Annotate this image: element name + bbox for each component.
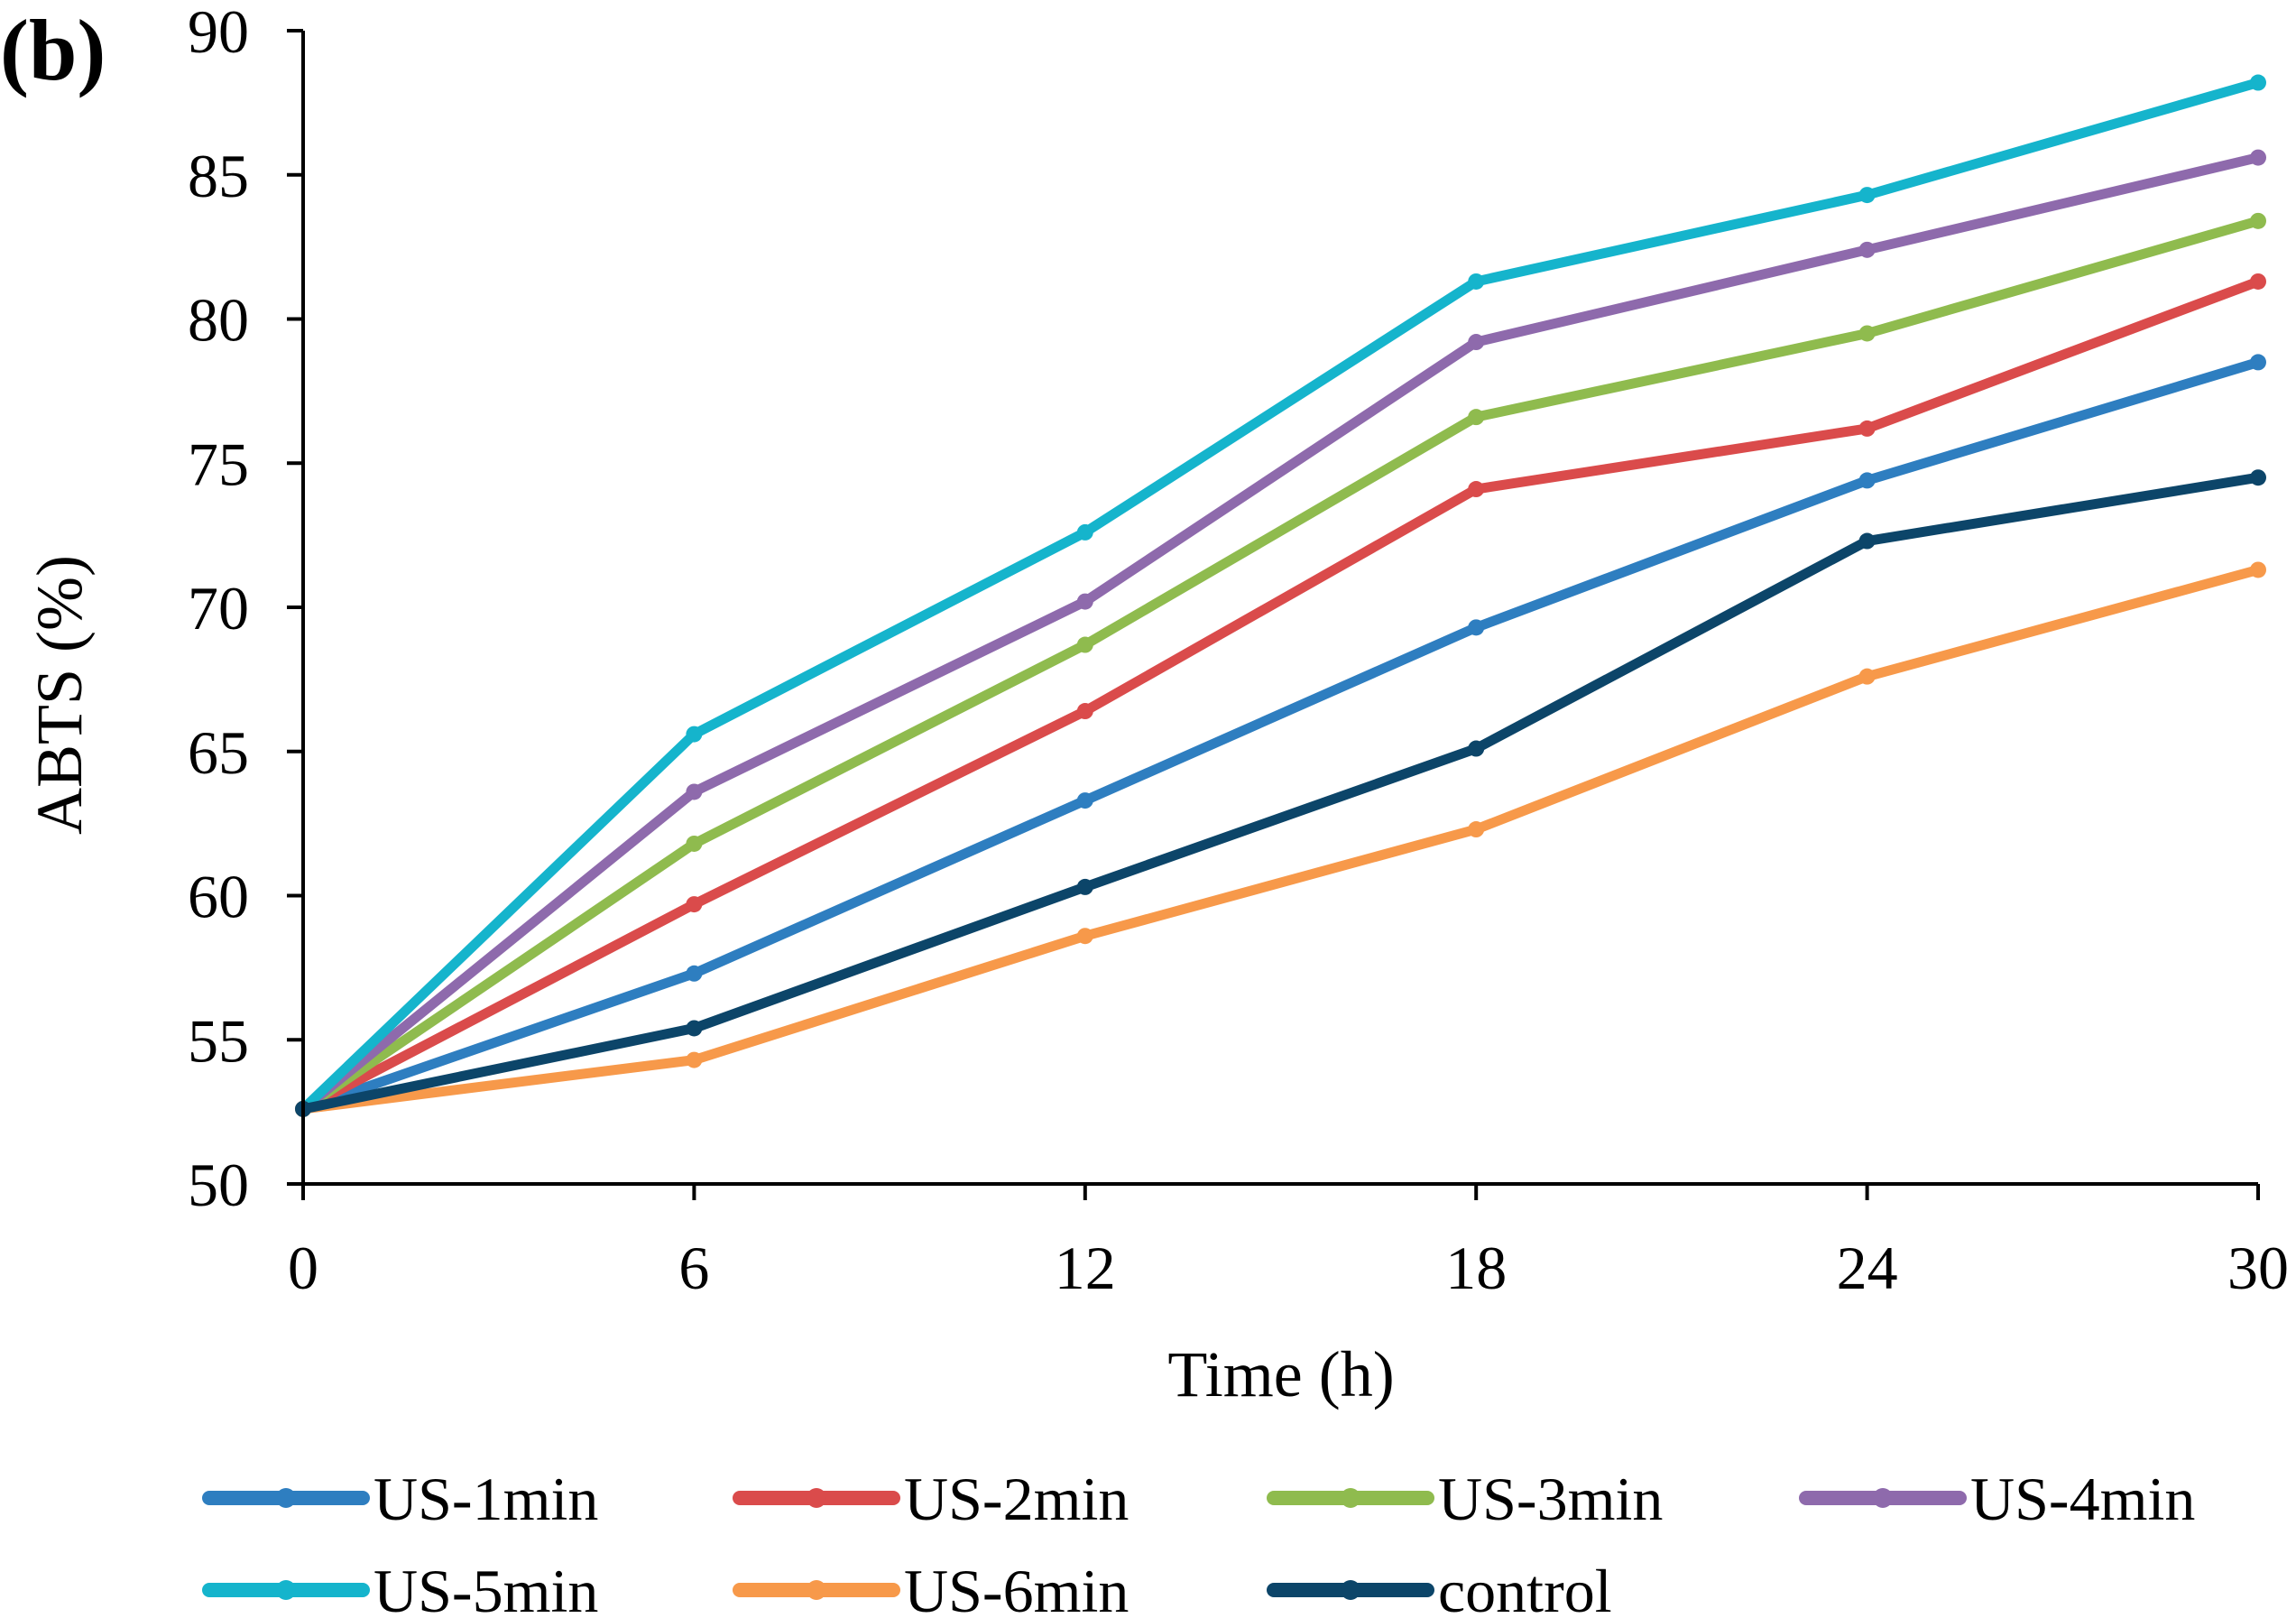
data-point-us-2min-12: [1076, 703, 1093, 720]
data-point-control-18: [1468, 740, 1485, 757]
legend-item-us-5min: US-5min: [202, 1557, 598, 1618]
series-line-us-4min: [298, 153, 2264, 1114]
y-tick-label-75: 75: [188, 430, 249, 498]
y-axis-title: ABTS (%): [23, 555, 96, 835]
data-point-us-1min-18: [1468, 619, 1485, 636]
plot-area: [295, 74, 2266, 1117]
legend-item-control: control: [1267, 1557, 1612, 1618]
data-point-us-4min-6: [686, 783, 703, 800]
y-tick-label-70: 70: [188, 574, 249, 643]
data-point-us-3min-6: [686, 835, 703, 852]
x-tick-label-24: 24: [1837, 1234, 1898, 1302]
data-point-us-1min-12: [1076, 792, 1093, 809]
series-line-us-2min: [298, 276, 2264, 1114]
series-us-2min: [295, 273, 2266, 1117]
legend: US-1min US-2min US-3min US-4min US-5min US-6m…: [202, 1465, 2195, 1618]
legend-label-us-3min: US-3min: [1438, 1465, 1663, 1533]
data-point-control-30: [2250, 469, 2266, 486]
data-point-us-1min-30: [2250, 354, 2266, 371]
panel-label: (b): [0, 2, 106, 98]
series-us-3min: [295, 212, 2266, 1117]
data-point-us-4min-24: [1858, 241, 1876, 258]
series-line-us-6min: [298, 564, 2264, 1114]
legend-marker-us-6min: [807, 1580, 826, 1600]
legend-label-us-4min: US-4min: [1970, 1465, 2195, 1533]
legend-item-us-6min: US-6min: [733, 1557, 1129, 1618]
legend-marker-us-5min: [276, 1580, 296, 1600]
data-point-us-5min-12: [1076, 523, 1093, 541]
data-point-us-6min-30: [2250, 561, 2266, 578]
data-point-us-1min-6: [686, 965, 703, 982]
y-tick-label-80: 80: [188, 286, 249, 355]
data-point-us-5min-30: [2250, 74, 2266, 91]
legend-marker-us-2min: [807, 1488, 826, 1508]
data-point-control-6: [686, 1020, 703, 1037]
y-tick-label-50: 50: [188, 1151, 249, 1219]
x-tick-label-6: 6: [678, 1234, 709, 1302]
x-tick-label-30: 30: [2227, 1234, 2289, 1302]
y-tick-label-85: 85: [188, 142, 249, 210]
data-point-us-6min-24: [1858, 668, 1876, 685]
legend-marker-us-1min: [276, 1488, 296, 1508]
legend-marker-us-3min: [1341, 1488, 1360, 1508]
data-point-us-6min-6: [686, 1051, 703, 1068]
data-point-us-3min-24: [1858, 325, 1876, 342]
legend-item-us-4min: US-4min: [1799, 1465, 2195, 1533]
data-point-us-4min-18: [1468, 334, 1485, 351]
legend-label-us-2min: US-2min: [904, 1465, 1129, 1533]
data-point-us-3min-18: [1468, 409, 1485, 426]
legend-item-us-1min: US-1min: [202, 1465, 598, 1533]
axes: 50 55 60 65 70 75 80 85 90 0 6 12 18 24 30: [188, 0, 2289, 1302]
series-us-4min: [295, 149, 2266, 1117]
legend-label-us-6min: US-6min: [904, 1557, 1129, 1618]
data-point-us-2min-24: [1858, 420, 1876, 437]
data-point-us-1min-24: [1858, 472, 1876, 489]
data-point-us-4min-30: [2250, 149, 2266, 166]
y-tick-label-55: 55: [188, 1006, 249, 1075]
x-axis-title: Time (h): [1167, 1338, 1394, 1410]
data-point-us-2min-18: [1468, 481, 1485, 498]
y-tick-label-65: 65: [188, 718, 249, 787]
data-point-us-4min-12: [1076, 593, 1093, 610]
data-point-us-3min-12: [1076, 636, 1093, 653]
data-point-us-5min-24: [1858, 187, 1876, 204]
data-point-us-5min-18: [1468, 273, 1485, 290]
y-tick-label-90: 90: [188, 0, 249, 66]
series-line-control: [298, 472, 2264, 1114]
legend-marker-control: [1341, 1580, 1360, 1600]
legend-item-us-3min: US-3min: [1267, 1465, 1663, 1533]
series-line-us-3min: [298, 216, 2264, 1114]
data-point-us-6min-12: [1076, 928, 1093, 945]
data-point-us-2min-6: [686, 896, 703, 913]
x-tick-label-12: 12: [1055, 1234, 1116, 1302]
data-point-control-24: [1858, 532, 1876, 550]
legend-item-us-2min: US-2min: [733, 1465, 1129, 1533]
data-point-us-5min-6: [686, 726, 703, 743]
x-tick-label-0: 0: [288, 1234, 318, 1302]
legend-label-us-5min: US-5min: [373, 1557, 598, 1618]
legend-label-control: control: [1438, 1557, 1612, 1618]
x-tick-label-18: 18: [1445, 1234, 1507, 1302]
data-point-us-2min-30: [2250, 273, 2266, 290]
legend-marker-us-4min: [1873, 1488, 1893, 1508]
data-point-control-12: [1076, 878, 1093, 895]
series-line-us-5min: [298, 78, 2264, 1114]
series-control: [295, 469, 2266, 1117]
data-point-us-3min-30: [2250, 212, 2266, 229]
legend-label-us-1min: US-1min: [373, 1465, 598, 1533]
series-line-us-1min: [298, 356, 2264, 1114]
y-tick-label-60: 60: [188, 863, 249, 931]
data-point-us-6min-18: [1468, 821, 1485, 838]
